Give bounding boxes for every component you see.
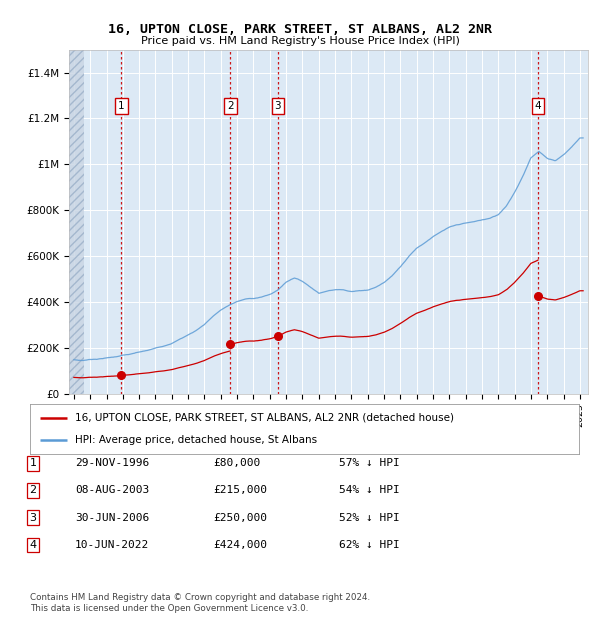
- Text: 2: 2: [29, 485, 37, 495]
- Text: 2: 2: [227, 102, 234, 112]
- Text: HPI: Average price, detached house, St Albans: HPI: Average price, detached house, St A…: [75, 435, 317, 445]
- Text: £215,000: £215,000: [213, 485, 267, 495]
- Text: 1: 1: [29, 458, 37, 468]
- Text: 62% ↓ HPI: 62% ↓ HPI: [339, 540, 400, 550]
- Text: 1: 1: [118, 102, 125, 112]
- Text: 3: 3: [29, 513, 37, 523]
- Text: 4: 4: [535, 102, 541, 112]
- Text: 08-AUG-2003: 08-AUG-2003: [75, 485, 149, 495]
- Text: 29-NOV-1996: 29-NOV-1996: [75, 458, 149, 468]
- Bar: [69, 50, 83, 394]
- Text: 10-JUN-2022: 10-JUN-2022: [75, 540, 149, 550]
- Text: 54% ↓ HPI: 54% ↓ HPI: [339, 485, 400, 495]
- Text: Price paid vs. HM Land Registry's House Price Index (HPI): Price paid vs. HM Land Registry's House …: [140, 36, 460, 46]
- Text: £424,000: £424,000: [213, 540, 267, 550]
- Text: 4: 4: [29, 540, 37, 550]
- Text: 30-JUN-2006: 30-JUN-2006: [75, 513, 149, 523]
- Text: £250,000: £250,000: [213, 513, 267, 523]
- Text: Contains HM Land Registry data © Crown copyright and database right 2024.
This d: Contains HM Land Registry data © Crown c…: [30, 593, 370, 613]
- Text: 3: 3: [275, 102, 281, 112]
- Text: 52% ↓ HPI: 52% ↓ HPI: [339, 513, 400, 523]
- Text: £80,000: £80,000: [213, 458, 260, 468]
- Text: 16, UPTON CLOSE, PARK STREET, ST ALBANS, AL2 2NR (detached house): 16, UPTON CLOSE, PARK STREET, ST ALBANS,…: [75, 413, 454, 423]
- Text: 57% ↓ HPI: 57% ↓ HPI: [339, 458, 400, 468]
- Text: 16, UPTON CLOSE, PARK STREET, ST ALBANS, AL2 2NR: 16, UPTON CLOSE, PARK STREET, ST ALBANS,…: [108, 23, 492, 36]
